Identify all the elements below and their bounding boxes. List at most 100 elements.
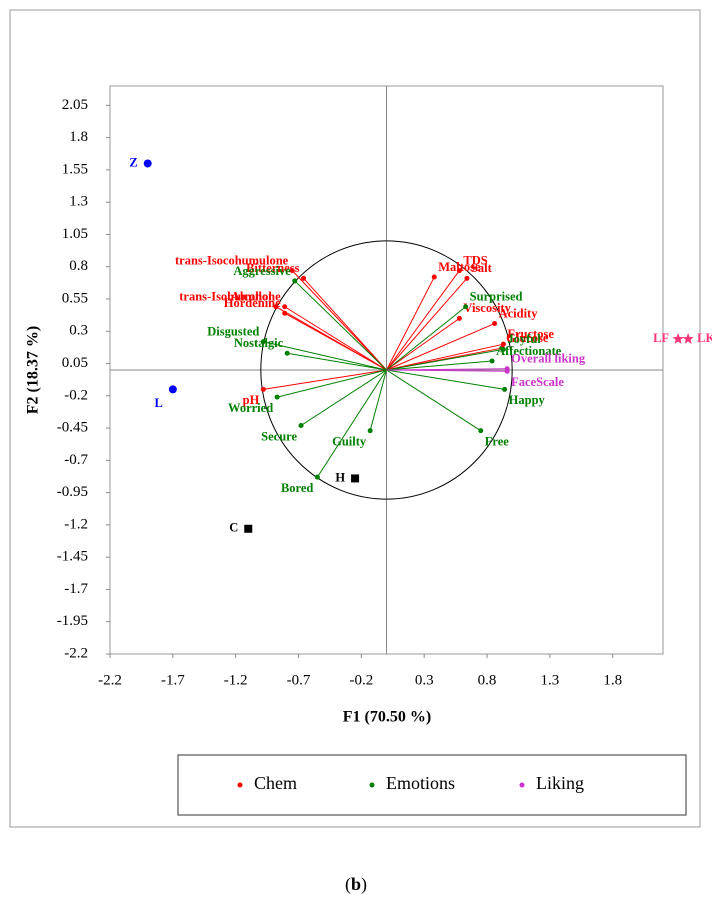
vector-tip [260, 386, 266, 392]
legend-marker [237, 782, 243, 788]
legend-box [177, 754, 687, 816]
caption-suffix: ) [361, 874, 367, 895]
observation [672, 333, 684, 344]
x-tick-label: 0.3 [415, 672, 434, 688]
vector-label: pH [243, 393, 260, 407]
vector-tip [273, 304, 279, 310]
vector-label: Alcohol [231, 290, 273, 304]
y-tick-label: 1.3 [69, 194, 88, 210]
legend-label: Chem [254, 773, 297, 793]
observation [351, 474, 360, 483]
vector [386, 348, 504, 371]
vector-tip [478, 428, 484, 434]
caption: (b) [345, 874, 367, 895]
x-tick-label: 0.8 [478, 672, 497, 688]
x-tick-label: -1.7 [161, 672, 185, 688]
vector-label: Joyful [507, 332, 541, 346]
observation-label: C [229, 521, 238, 535]
x-tick-label: -1.2 [224, 672, 248, 688]
vector [291, 270, 387, 371]
vector [294, 280, 387, 371]
y-tick-label: 0.3 [69, 323, 88, 339]
vector-tip [492, 321, 498, 327]
vector-tip [284, 350, 290, 356]
y-tick-label: 0.55 [62, 290, 88, 306]
vector-label: Disgusted [207, 324, 259, 338]
vector-label: FaceScale [511, 375, 564, 389]
vector-label: Free [485, 435, 510, 449]
vector [300, 369, 387, 426]
vector-label: Viscosity [463, 301, 511, 315]
observation-label: Z [129, 155, 137, 169]
vector-tip [431, 274, 437, 280]
y-tick-label: 1.55 [62, 161, 88, 177]
vector [386, 369, 508, 372]
legend-marker [369, 782, 375, 788]
vector [277, 369, 387, 398]
observation-label: LK [697, 331, 712, 345]
vector-tip [463, 304, 469, 310]
vector-label: Salt [471, 261, 493, 275]
vector-tip [289, 268, 295, 274]
vector-label: Nostalgic [234, 336, 284, 350]
vector [386, 323, 495, 371]
correlation-circle [260, 240, 513, 500]
vector-label: Fructose [507, 327, 554, 341]
vector [386, 360, 493, 371]
vector-label: TDS [463, 253, 487, 267]
x-tick-label: 1.8 [603, 672, 622, 688]
observation-label: H [335, 470, 345, 484]
vector-tip [292, 278, 298, 284]
observation-label: LF [653, 331, 669, 345]
vector [386, 369, 482, 432]
y-tick-label: -0.7 [64, 452, 88, 468]
y-axis-title: F2 (18.37 %) [25, 326, 42, 414]
vector-tip [504, 368, 510, 374]
vector-label: Aggressive [233, 264, 291, 278]
vector [263, 369, 387, 390]
vector-label: Affectionate [496, 344, 562, 358]
y-tick-label: 1.05 [62, 226, 88, 242]
vector [287, 352, 387, 371]
y-tick-label: -0.2 [64, 387, 88, 403]
observation [682, 333, 694, 344]
y-tick-label: 1.8 [69, 129, 88, 145]
vector [284, 312, 387, 371]
vector-label: Acidity [499, 306, 539, 320]
vector-tip [282, 310, 288, 316]
x-tick-label: -2.2 [98, 672, 122, 688]
x-tick-label: -0.2 [349, 672, 373, 688]
vector-label: Happy [509, 393, 546, 407]
caption-prefix: ( [345, 874, 351, 895]
vector [284, 306, 387, 371]
caption-emphasis: b [351, 874, 361, 894]
vector-tip [367, 428, 373, 434]
vector-label: trans-Isocohumulone [175, 253, 289, 267]
vector-tip [456, 315, 462, 321]
vector [386, 317, 460, 371]
y-tick-label: 0.05 [62, 355, 88, 371]
vector-tip [489, 358, 495, 364]
vector-tip [464, 275, 470, 281]
vector [263, 341, 387, 371]
vector-label: Maltose [438, 260, 481, 274]
observation-label: L [154, 396, 162, 410]
y-tick-label: -1.45 [57, 549, 88, 565]
vector [386, 306, 466, 371]
legend-marker [519, 782, 525, 788]
vector [386, 343, 504, 371]
observation [168, 385, 177, 394]
vector-tip [301, 275, 307, 281]
y-tick-label: -1.2 [64, 516, 88, 532]
vector-label: Glucose [506, 331, 549, 345]
legend-label: Emotions [386, 773, 455, 793]
vector-tip [274, 394, 280, 400]
vector-label: Hordenine [224, 296, 281, 310]
x-tick-label: 1.3 [541, 672, 560, 688]
y-tick-label: -0.95 [57, 484, 88, 500]
y-tick-label: 2.05 [62, 97, 88, 113]
y-tick-label: -0.45 [57, 420, 88, 436]
vector [386, 369, 505, 390]
vector [316, 369, 387, 478]
